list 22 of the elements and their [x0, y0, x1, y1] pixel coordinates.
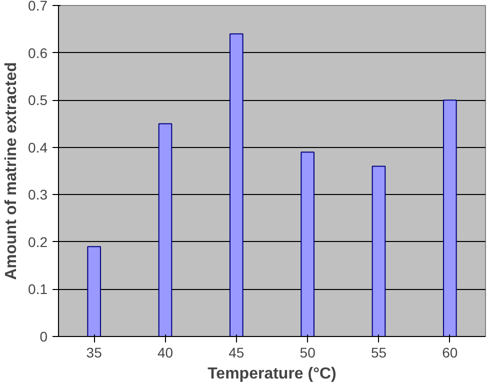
bar — [230, 33, 244, 336]
bar — [300, 152, 314, 336]
bar — [87, 246, 101, 336]
y-axis-title: Amount of matrine extracted — [3, 62, 20, 280]
y-tick-label: 0.5 — [28, 92, 48, 108]
y-tick-label: 0.4 — [28, 139, 48, 156]
x-tick-label: 35 — [86, 344, 102, 360]
y-tick-label: 0.6 — [28, 44, 48, 61]
y-tick-label: 0.3 — [28, 186, 48, 203]
y-tick-label: 0.1 — [28, 281, 48, 298]
x-tick-label: 60 — [442, 344, 458, 360]
bar — [443, 100, 457, 336]
x-tick-label: 55 — [370, 344, 387, 360]
x-axis-title: Temperature (°C) — [208, 366, 336, 382]
x-tick-label: 50 — [300, 344, 316, 360]
y-tick-label: 0.2 — [28, 234, 48, 250]
y-tick-label: 0.7 — [28, 0, 48, 14]
x-tick-label: 45 — [228, 344, 244, 360]
bar — [372, 166, 386, 336]
bar — [158, 123, 172, 336]
y-tick-label: 0 — [40, 328, 48, 344]
x-tick-label: 40 — [157, 344, 174, 360]
